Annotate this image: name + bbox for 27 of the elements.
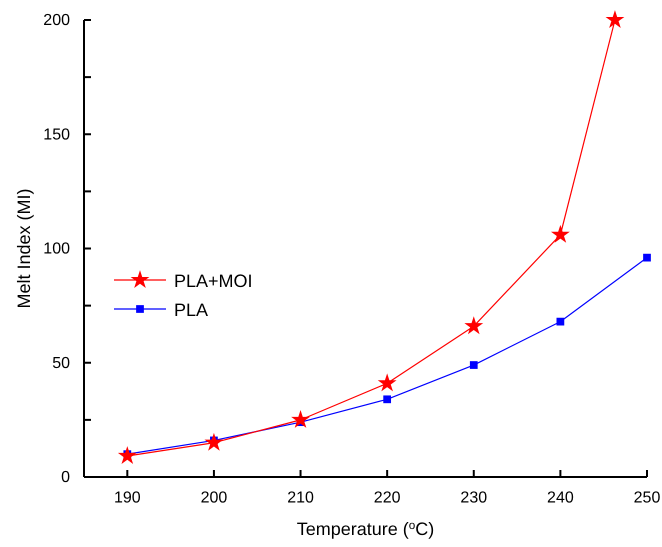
y-tick-label: 200 [43, 12, 70, 30]
point [378, 373, 397, 392]
y-tick-label: 100 [43, 240, 70, 258]
x-tick-label: 220 [374, 489, 401, 506]
x-tick-label: 240 [547, 489, 574, 506]
point [383, 395, 392, 404]
legend-label: PLA [174, 300, 208, 320]
y-tick-label: 0 [61, 469, 70, 486]
x-tick-label: 210 [287, 489, 314, 506]
point [118, 446, 137, 464]
legend-label: PLA+MOI [174, 271, 253, 291]
x-tick-label: 230 [460, 489, 488, 506]
point [291, 410, 310, 428]
point [606, 10, 624, 28]
point [643, 254, 651, 262]
point [556, 318, 564, 326]
y-tick-label: 150 [43, 126, 70, 144]
point [464, 316, 484, 334]
y-tick-label: 50 [52, 354, 70, 372]
point [550, 224, 570, 243]
x-tick-label: 250 [634, 489, 660, 506]
x-tick-label: 190 [114, 489, 141, 506]
x-tick-label: 200 [200, 489, 228, 506]
x-axis-title: Temperature ($^{o}$C) [296, 518, 434, 539]
y-axis-title: Melt Index (MI) [14, 188, 34, 309]
point [204, 432, 224, 451]
point [470, 361, 478, 369]
